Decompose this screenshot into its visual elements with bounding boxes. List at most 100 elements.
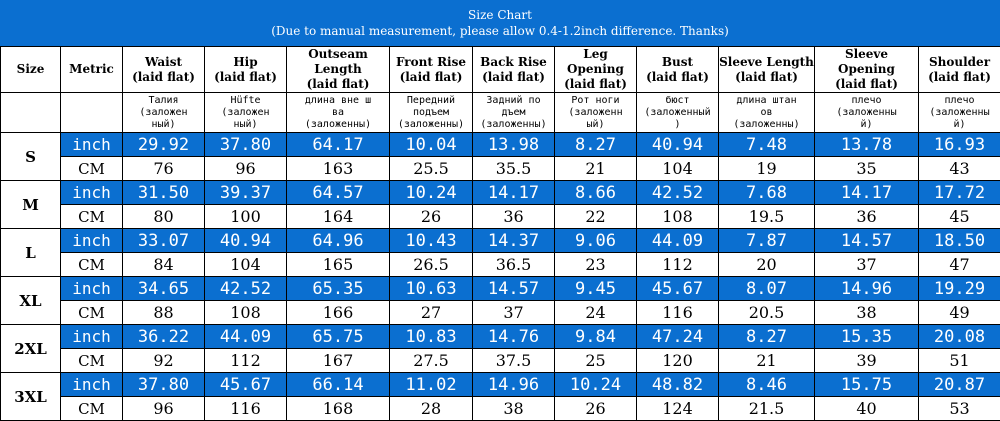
inch-value: 64.57 [287, 181, 390, 205]
inch-value: 8.27 [555, 133, 637, 157]
header-col-line: Sleeve Length [719, 55, 814, 70]
inch-value: 8.46 [719, 373, 815, 397]
size-label: S [1, 133, 61, 181]
cm-value: 92 [123, 349, 205, 373]
russian-label-line: ный) [123, 119, 204, 131]
unit-inch: inch [61, 181, 123, 205]
inch-value: 44.09 [205, 325, 287, 349]
cm-value: 36 [473, 205, 555, 229]
unit-inch: inch [61, 277, 123, 301]
header-row: Size Metric Waist(laid flat)Hip(laid fla… [1, 47, 1000, 93]
unit-inch: inch [61, 373, 123, 397]
russian-label-line: (заложенны) [287, 119, 389, 131]
inch-value: 47.24 [637, 325, 719, 349]
cm-value: 21.5 [719, 397, 815, 421]
inch-value: 14.57 [473, 277, 555, 301]
cm-value: 45 [919, 205, 1000, 229]
header-col-line: Outseam Length [287, 47, 389, 77]
russian-label-line: й) [815, 119, 918, 131]
size-label: XL [1, 277, 61, 325]
unit-cm: CM [61, 157, 123, 181]
russian-label-line: (заложенны [815, 107, 918, 119]
cm-value: 76 [123, 157, 205, 181]
cm-value: 25 [555, 349, 637, 373]
header-metric: Metric [61, 47, 123, 93]
header-col-line: (laid flat) [205, 70, 286, 85]
inch-value: 19.29 [919, 277, 1000, 301]
cm-value: 164 [287, 205, 390, 229]
cm-value: 35 [815, 157, 919, 181]
cm-value: 26 [555, 397, 637, 421]
inch-value: 34.65 [123, 277, 205, 301]
cm-value: 38 [815, 301, 919, 325]
inch-value: 64.17 [287, 133, 390, 157]
size-label: 2XL [1, 325, 61, 373]
size-table-body: Size Metric Waist(laid flat)Hip(laid fla… [1, 47, 1000, 421]
header-size: Size [1, 47, 61, 93]
chart-title: Size Chart [0, 0, 1000, 23]
header-col-line: (laid flat) [637, 70, 718, 85]
inch-value: 14.17 [815, 181, 919, 205]
cm-value: 38 [473, 397, 555, 421]
inch-value: 14.96 [473, 373, 555, 397]
inch-value: 13.78 [815, 133, 919, 157]
header-col-7: Sleeve Length(laid flat) [719, 47, 815, 93]
cm-value: 39 [815, 349, 919, 373]
cm-value: 88 [123, 301, 205, 325]
cm-value: 120 [637, 349, 719, 373]
chart-subtitle: (Due to manual measurement, please allow… [0, 23, 1000, 39]
inch-value: 66.14 [287, 373, 390, 397]
cm-value: 20 [719, 253, 815, 277]
inch-value: 45.67 [637, 277, 719, 301]
cm-value: 96 [123, 397, 205, 421]
cm-value: 24 [555, 301, 637, 325]
cm-value: 53 [919, 397, 1000, 421]
cm-value: 112 [637, 253, 719, 277]
cm-value: 19 [719, 157, 815, 181]
header-col-9: Shoulder(laid flat) [919, 47, 1000, 93]
inch-value: 14.17 [473, 181, 555, 205]
inch-value: 37.80 [123, 373, 205, 397]
inch-value: 48.82 [637, 373, 719, 397]
cm-value: 36 [815, 205, 919, 229]
russian-label-line: длина штан [719, 95, 814, 107]
header-col-line: (laid flat) [287, 77, 389, 92]
cm-value: 37 [815, 253, 919, 277]
cm-value: 112 [205, 349, 287, 373]
cm-value: 20.5 [719, 301, 815, 325]
cm-value: 37.5 [473, 349, 555, 373]
cm-value: 51 [919, 349, 1000, 373]
russian-label-line: плечо [919, 95, 1000, 107]
cm-value: 27 [390, 301, 473, 325]
cm-value: 47 [919, 253, 1000, 277]
cm-value: 104 [637, 157, 719, 181]
inch-value: 8.27 [719, 325, 815, 349]
cm-value: 108 [205, 301, 287, 325]
inch-value: 40.94 [637, 133, 719, 157]
header-col-line: (laid flat) [815, 77, 918, 92]
inch-value: 10.04 [390, 133, 473, 157]
inch-value: 7.48 [719, 133, 815, 157]
empty-cell [1, 93, 61, 133]
cm-value: 27.5 [390, 349, 473, 373]
cm-value: 167 [287, 349, 390, 373]
inch-value: 15.35 [815, 325, 919, 349]
header-col-6: Bust(laid flat) [637, 47, 719, 93]
inch-value: 65.75 [287, 325, 390, 349]
inch-value: 14.57 [815, 229, 919, 253]
inch-value: 10.83 [390, 325, 473, 349]
inch-value: 36.22 [123, 325, 205, 349]
russian-label-line: ) [637, 119, 718, 131]
cm-value: 165 [287, 253, 390, 277]
inch-value: 42.52 [205, 277, 287, 301]
